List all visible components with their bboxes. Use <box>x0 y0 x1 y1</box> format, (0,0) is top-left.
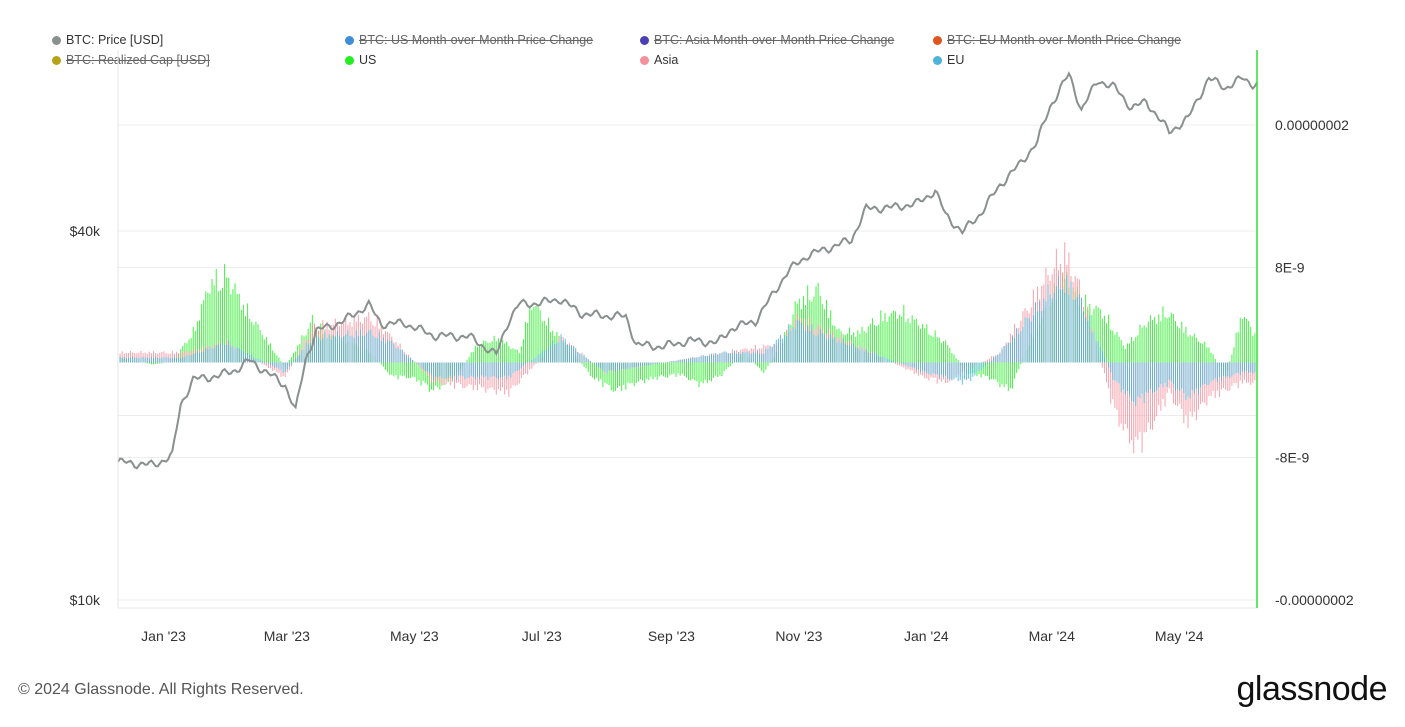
y-right-tick-label: -8E-9 <box>1275 450 1309 466</box>
legend-item[interactable]: BTC: US Month-over-Month Price Change <box>345 33 593 47</box>
legend-item[interactable]: Asia <box>640 53 678 67</box>
legend-swatch <box>933 55 942 65</box>
x-tick-label: Mar '24 <box>1029 628 1075 644</box>
x-tick-label: Jul '23 <box>522 628 562 644</box>
btc-price-line <box>117 71 1258 470</box>
legend-label: BTC: Asia Month-over-Month Price Change <box>654 33 895 47</box>
legend-item[interactable]: BTC: Realized Cap [USD] <box>52 53 210 67</box>
legend-item[interactable]: BTC: EU Month-over-Month Price Change <box>933 33 1181 47</box>
legend-swatch <box>345 35 354 45</box>
x-tick-label: Nov '23 <box>775 628 822 644</box>
legend-swatch <box>933 35 942 45</box>
legend-swatch <box>640 35 649 45</box>
x-tick-label: Sep '23 <box>648 628 695 644</box>
x-tick-label: Mar '23 <box>264 628 310 644</box>
bar-series <box>117 242 1258 454</box>
legend-item[interactable]: US <box>345 53 376 67</box>
x-tick-label: Jan '23 <box>141 628 186 644</box>
y-right-tick-label: 8E-9 <box>1275 260 1305 276</box>
y-left-tick-label: $10k <box>70 592 101 608</box>
legend-label: EU <box>947 53 965 67</box>
chart-legend: BTC: Price [USD] BTC: US Month-over-Month… <box>0 30 1405 74</box>
legend-swatch <box>640 55 649 65</box>
legend-label: BTC: EU Month-over-Month Price Change <box>947 33 1182 47</box>
legend-swatch <box>345 55 354 65</box>
legend-item[interactable]: BTC: Price [USD] <box>52 33 163 47</box>
y-right-tick-label: 0.00000002 <box>1275 117 1349 133</box>
copyright-text: © 2024 Glassnode. All Rights Reserved. <box>18 681 304 698</box>
price-line <box>117 71 1258 470</box>
legend-item[interactable]: BTC: Asia Month-over-Month Price Change <box>640 33 894 47</box>
x-tick-label: May '23 <box>390 628 439 644</box>
legend-label: BTC: Price [USD] <box>66 33 164 47</box>
glassnode-logo: glassnode <box>1236 670 1387 708</box>
legend-item[interactable]: EU <box>933 53 964 67</box>
grid-lines <box>118 124 1257 601</box>
legend-label: BTC: US Month-over-Month Price Change <box>359 33 594 47</box>
x-tick-label: Jan '24 <box>904 628 949 644</box>
legend-swatch <box>52 55 61 65</box>
y-left-tick-label: $40k <box>70 223 101 239</box>
legend-label: Asia <box>654 53 679 67</box>
x-tick-label: May '24 <box>1155 628 1204 644</box>
legend-swatch <box>52 35 61 45</box>
y-right-tick-label: -0.00000002 <box>1275 592 1354 608</box>
legend-label: US <box>359 53 377 67</box>
legend-label: BTC: Realized Cap [USD] <box>66 53 210 67</box>
chart-axes: $10k $40k 0.00000002 8E-9 -8E-9 -0.00000002 Ja… <box>70 50 1354 644</box>
